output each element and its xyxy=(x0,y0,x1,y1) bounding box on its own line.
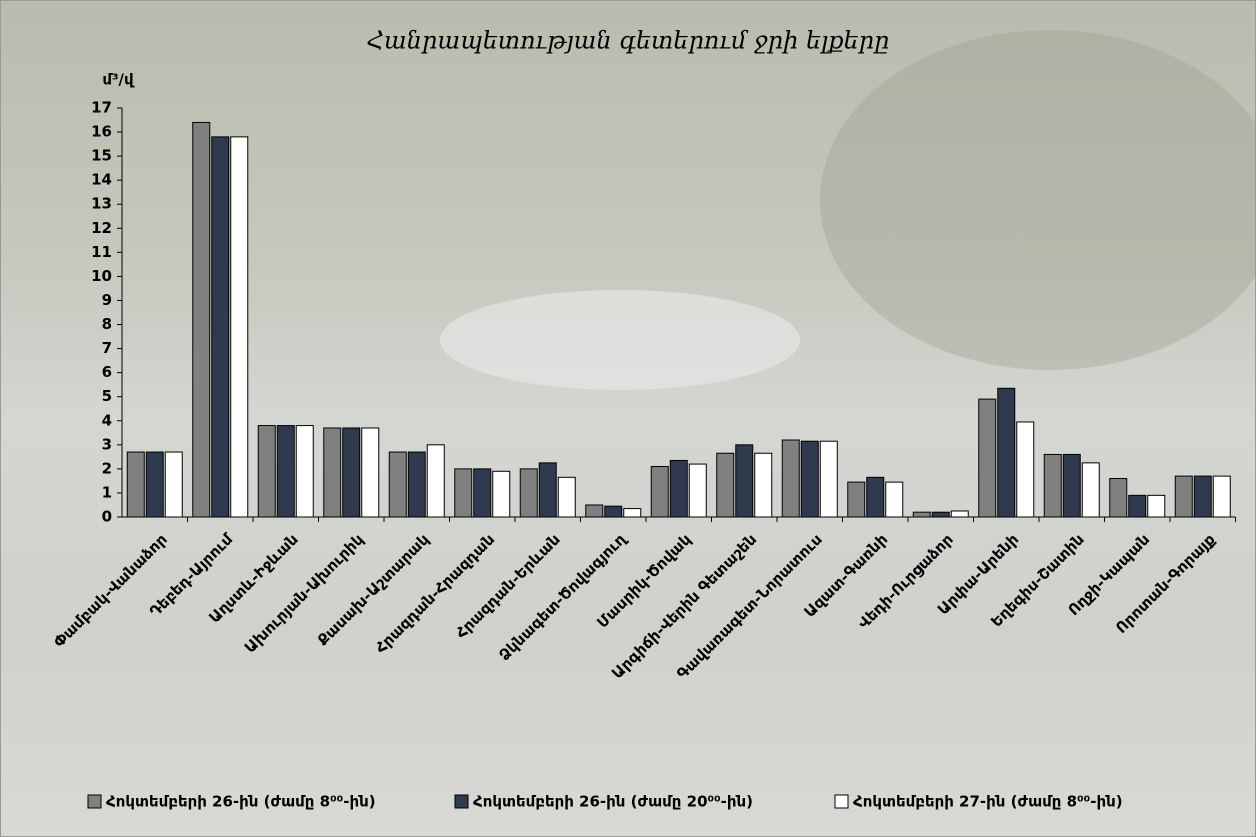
bar xyxy=(126,451,145,518)
legend-label: Հոկտեմբերի 26-ին (ժամը 20⁰⁰-ին) xyxy=(473,793,753,811)
bar xyxy=(519,468,538,518)
y-tick-label: 10 xyxy=(91,267,112,285)
y-tick-label: 2 xyxy=(102,459,112,477)
bar xyxy=(361,427,380,518)
bar xyxy=(819,440,838,518)
bar xyxy=(931,511,950,518)
bar xyxy=(688,463,707,518)
legend-swatch xyxy=(454,794,469,809)
bar xyxy=(800,440,819,518)
y-tick-label: 6 xyxy=(102,363,112,381)
bar xyxy=(323,427,342,518)
y-axis-label: մ³/վ xyxy=(102,71,135,89)
bar xyxy=(669,459,688,518)
y-tick-label: 12 xyxy=(91,219,112,237)
legend-swatch xyxy=(87,794,102,809)
bar xyxy=(1043,453,1062,518)
chart-title: Հանրապետության գետերում ջրի ելքերը xyxy=(367,27,890,55)
bar xyxy=(1109,478,1128,518)
y-tick-label: 16 xyxy=(91,123,112,141)
bar xyxy=(388,451,407,518)
y-tick-label: 11 xyxy=(91,243,112,261)
y-tick-label: 1 xyxy=(102,483,112,501)
bar xyxy=(1193,475,1212,518)
bar xyxy=(650,465,669,518)
bar xyxy=(426,444,445,518)
legend-label: Հոկտեմբերի 27-ին (ժամը 8⁰⁰-ին) xyxy=(853,793,1123,811)
y-tick-label: 7 xyxy=(102,339,112,357)
bar xyxy=(781,439,800,518)
legend-swatch xyxy=(834,794,849,809)
y-tick-label: 13 xyxy=(91,195,112,213)
bar xyxy=(978,398,997,518)
bar xyxy=(145,451,164,518)
bar xyxy=(716,452,735,518)
bar xyxy=(1062,453,1081,518)
y-tick-label: 15 xyxy=(91,147,112,165)
y-tick-label: 17 xyxy=(91,99,112,117)
bar xyxy=(866,476,885,518)
bar xyxy=(192,121,211,518)
bar xyxy=(164,451,183,518)
y-tick-label: 14 xyxy=(91,171,112,189)
y-tick-label: 4 xyxy=(102,411,112,429)
bar xyxy=(538,462,557,518)
bar xyxy=(1147,494,1166,518)
bar xyxy=(1212,475,1231,518)
bar xyxy=(342,427,361,518)
bar xyxy=(1016,421,1035,518)
bar xyxy=(847,481,866,518)
bar xyxy=(997,387,1016,518)
bar xyxy=(885,481,904,518)
bar xyxy=(623,508,642,518)
bar xyxy=(1174,475,1193,518)
bar xyxy=(950,510,969,518)
bar xyxy=(407,451,426,518)
bar xyxy=(754,452,773,518)
bar xyxy=(473,468,492,518)
y-tick-label: 8 xyxy=(102,315,112,333)
bar xyxy=(735,444,754,518)
bar xyxy=(295,425,314,518)
bar xyxy=(1128,494,1147,518)
bar xyxy=(230,136,249,518)
bar xyxy=(257,425,276,518)
bar xyxy=(585,504,604,518)
legend-label: Հոկտեմբերի 26-ին (ժամը 8⁰⁰-ին) xyxy=(106,793,376,811)
y-tick-label: 9 xyxy=(102,291,112,309)
y-tick-label: 0 xyxy=(102,508,112,526)
background-water xyxy=(440,290,800,390)
bar xyxy=(604,505,623,518)
y-tick-label: 5 xyxy=(102,387,112,405)
y-tick-label: 3 xyxy=(102,435,112,453)
background-shade xyxy=(820,30,1256,370)
bar xyxy=(454,468,473,518)
bar xyxy=(1081,462,1100,518)
bar xyxy=(492,470,511,518)
bar xyxy=(276,425,295,518)
bar xyxy=(211,136,230,518)
bar xyxy=(912,511,931,518)
bar xyxy=(557,476,576,518)
